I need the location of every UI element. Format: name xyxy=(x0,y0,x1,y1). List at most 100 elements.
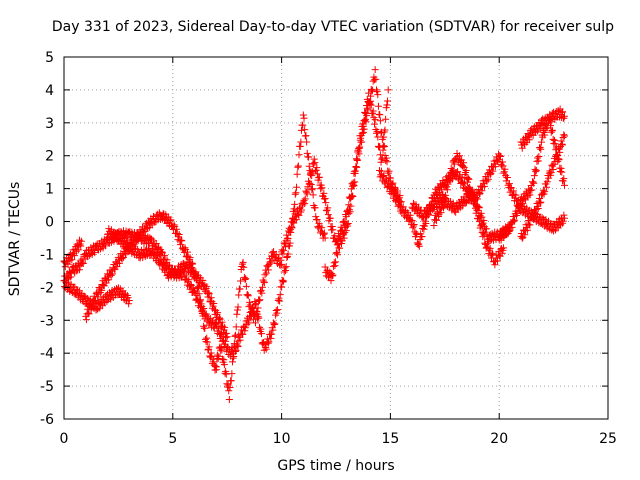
data-point xyxy=(389,179,397,187)
data-point xyxy=(332,249,340,257)
data-point xyxy=(262,344,270,352)
data-point xyxy=(296,142,304,150)
data-point xyxy=(391,189,399,197)
data-point xyxy=(264,339,272,347)
data-point xyxy=(500,244,508,252)
data-point xyxy=(355,144,363,152)
data-point xyxy=(242,275,250,283)
data-point xyxy=(378,155,386,163)
data-point xyxy=(313,216,321,224)
data-point xyxy=(537,145,545,153)
data-point xyxy=(152,240,160,248)
data-point xyxy=(320,230,328,238)
y-tick-label: 2 xyxy=(45,149,54,165)
data-point xyxy=(358,138,366,146)
data-point xyxy=(241,327,249,335)
data-point xyxy=(154,252,162,260)
data-point xyxy=(456,157,464,165)
data-point xyxy=(308,168,316,176)
x-tick-label: 25 xyxy=(599,431,617,447)
data-point xyxy=(280,268,288,276)
data-point xyxy=(549,127,557,135)
data-point xyxy=(282,263,290,271)
data-point xyxy=(328,272,336,280)
y-tick-label: -1 xyxy=(40,247,54,263)
y-tick-label: 1 xyxy=(45,182,54,198)
data-point xyxy=(268,330,276,338)
data-point xyxy=(556,168,564,176)
series-9 xyxy=(321,86,392,285)
data-point xyxy=(222,334,230,342)
data-point xyxy=(205,290,213,298)
data-point xyxy=(536,199,544,207)
data-point xyxy=(198,307,206,315)
data-point xyxy=(125,300,133,308)
data-point xyxy=(558,141,566,149)
data-point xyxy=(276,261,284,269)
data-point xyxy=(551,140,559,148)
data-point xyxy=(287,226,295,234)
data-point xyxy=(264,266,272,274)
data-point xyxy=(181,244,189,252)
data-point xyxy=(203,338,211,346)
data-point xyxy=(450,160,458,168)
data-point xyxy=(465,175,473,183)
data-point xyxy=(231,332,239,340)
data-point xyxy=(359,122,367,130)
data-point xyxy=(496,152,504,160)
data-point xyxy=(352,155,360,163)
data-point xyxy=(445,175,453,183)
data-point xyxy=(486,244,494,252)
data-point xyxy=(279,250,287,258)
data-point xyxy=(160,259,168,267)
series-7 xyxy=(234,111,329,354)
data-point xyxy=(530,179,538,187)
data-point xyxy=(420,225,428,233)
data-point xyxy=(326,214,334,222)
data-point xyxy=(219,355,227,363)
data-point xyxy=(383,158,391,166)
data-point xyxy=(232,346,240,354)
data-point xyxy=(267,259,275,267)
data-point xyxy=(239,330,247,338)
data-point xyxy=(473,195,481,203)
data-point xyxy=(536,125,544,133)
data-point xyxy=(227,377,235,385)
y-tick-label: 5 xyxy=(45,50,54,66)
data-point xyxy=(274,306,282,314)
data-point xyxy=(414,241,422,249)
data-point xyxy=(116,259,124,267)
data-point xyxy=(312,213,320,221)
data-point xyxy=(308,172,316,180)
series-11 xyxy=(408,150,508,269)
data-point xyxy=(511,217,519,225)
data-point xyxy=(207,349,215,357)
data-point xyxy=(194,285,202,293)
data-point xyxy=(184,248,192,256)
series-15 xyxy=(517,105,568,152)
data-point xyxy=(349,181,357,189)
data-point xyxy=(274,296,282,304)
data-point xyxy=(501,165,509,173)
data-point xyxy=(395,197,403,205)
data-point xyxy=(328,223,336,231)
data-point xyxy=(448,168,456,176)
data-point xyxy=(430,221,438,229)
data-point xyxy=(183,258,191,266)
data-point xyxy=(534,205,542,213)
data-point xyxy=(377,167,385,175)
data-point xyxy=(251,319,259,327)
data-point xyxy=(315,173,323,181)
data-point xyxy=(258,289,266,297)
data-point xyxy=(277,256,285,264)
data-point xyxy=(558,108,566,116)
data-point xyxy=(560,211,568,219)
data-point xyxy=(299,111,307,119)
data-point xyxy=(498,249,506,257)
data-point xyxy=(258,283,266,291)
data-point xyxy=(448,166,456,174)
data-point xyxy=(494,257,502,265)
data-point xyxy=(353,163,361,171)
data-point xyxy=(557,164,565,172)
data-series xyxy=(60,66,568,403)
